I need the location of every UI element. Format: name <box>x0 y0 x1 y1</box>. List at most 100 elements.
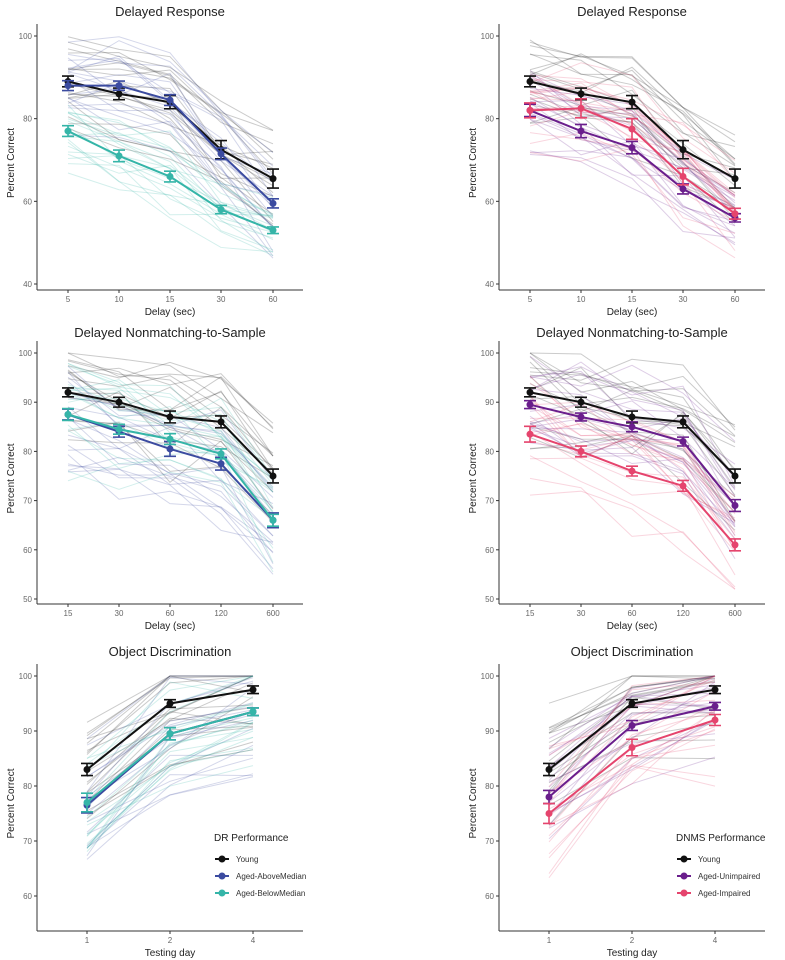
individual-trace <box>548 680 716 729</box>
data-point <box>711 716 719 724</box>
y-tick-label: 50 <box>23 595 32 604</box>
panel-title: Object Discrimination <box>571 644 694 659</box>
individual-trace <box>86 675 254 753</box>
individual-trace <box>529 399 736 537</box>
individual-trace <box>86 706 254 802</box>
individual-trace <box>529 358 736 431</box>
individual-trace <box>529 431 736 552</box>
individual-trace <box>529 490 736 590</box>
data-point <box>83 766 91 773</box>
y-tick-label: 80 <box>23 782 32 791</box>
y-tick-label: 80 <box>485 115 494 124</box>
data-point <box>217 206 225 214</box>
y-tick-label: 50 <box>485 595 494 604</box>
individual-trace <box>86 676 254 793</box>
individual-trace <box>67 163 274 241</box>
panel-6: Object Discrimination 60 70 80 90 100 1 2 4 Testi… <box>468 644 766 959</box>
data-point <box>269 199 277 207</box>
data-point <box>526 388 534 396</box>
individual-trace <box>67 104 274 216</box>
data-point <box>545 810 553 817</box>
data-point <box>166 96 174 104</box>
individual-trace <box>67 112 274 216</box>
data-point <box>577 90 585 98</box>
individual-trace <box>86 675 254 800</box>
y-tick-label: 80 <box>485 447 494 456</box>
legend-key-point <box>218 889 226 897</box>
individual-trace <box>86 730 254 835</box>
data-point <box>731 541 739 549</box>
individual-trace <box>529 395 736 515</box>
individual-trace <box>86 675 253 723</box>
individual-trace <box>67 78 274 197</box>
individual-trace <box>529 405 736 501</box>
individual-trace <box>67 62 274 165</box>
individual-trace <box>86 702 254 778</box>
individual-trace <box>67 172 274 257</box>
data-point <box>64 127 72 135</box>
legend-label: Aged-Unimpaired <box>698 872 760 881</box>
individual-trace <box>548 675 716 729</box>
x-tick-label: 600 <box>266 609 280 618</box>
series-young <box>524 387 741 484</box>
x-tick-label: 120 <box>676 609 690 618</box>
individual-trace <box>529 118 736 208</box>
data-point <box>166 700 174 707</box>
individual-trace <box>529 41 736 165</box>
data-point <box>166 173 174 181</box>
individual-trace <box>67 36 274 160</box>
individual-trace <box>529 112 736 222</box>
series-aged-impaired <box>524 98 741 220</box>
legend-label: Aged-Impaired <box>698 889 750 898</box>
individual-trace <box>548 681 716 787</box>
x-tick-label: 60 <box>269 295 278 304</box>
individual-trace <box>548 675 716 781</box>
individual-trace <box>67 370 274 474</box>
individual-trace <box>67 118 274 218</box>
panel-2: Delayed Response 40 60 80 100 5 10 15 30 60 Delay … <box>468 4 765 318</box>
x-tick-label: 30 <box>115 609 124 618</box>
series-aged-unimpaired <box>524 399 741 513</box>
individual-trace <box>529 427 736 528</box>
individual-trace <box>67 392 274 493</box>
individual-trace <box>529 104 736 224</box>
individual-trace <box>67 71 274 167</box>
data-point <box>628 700 636 707</box>
panel-title: Object Discrimination <box>109 644 232 659</box>
legend: DNMS Performance Young Aged-Unimpaired Aged… <box>676 833 766 898</box>
x-tick-label: 60 <box>731 295 740 304</box>
individual-trace <box>67 470 274 573</box>
individual-trace <box>67 116 274 222</box>
x-tick-label: 15 <box>166 295 175 304</box>
y-tick-label: 60 <box>485 546 494 555</box>
individual-trace <box>86 675 254 759</box>
individual-trace <box>529 394 736 470</box>
data-point <box>628 722 636 729</box>
individual-trace <box>548 675 716 734</box>
individual-trace <box>86 747 254 852</box>
individual-trace <box>529 367 736 437</box>
individual-trace <box>67 371 274 488</box>
series-aged-belowmedian <box>62 124 279 235</box>
data-point <box>115 90 123 98</box>
individual-trace <box>529 455 736 588</box>
individual-trace <box>67 392 274 505</box>
individual-trace <box>67 465 274 545</box>
individual-trace <box>67 375 274 457</box>
data-point <box>526 430 534 438</box>
data-point <box>731 502 739 510</box>
individual-trace <box>548 728 716 855</box>
individual-trace <box>548 681 716 803</box>
individual-trace <box>67 83 274 187</box>
individual-trace <box>529 415 736 540</box>
x-tick-label: 15 <box>628 295 637 304</box>
y-tick-label: 90 <box>485 727 494 736</box>
x-tick-label: 1 <box>85 936 90 945</box>
series-young <box>81 685 259 777</box>
individual-trace <box>529 366 736 480</box>
individual-trace <box>86 675 253 744</box>
x-tick-label: 4 <box>251 936 256 945</box>
individual-trace <box>86 721 254 823</box>
series-aged-impaired <box>524 425 741 552</box>
individual-trace <box>67 59 274 197</box>
